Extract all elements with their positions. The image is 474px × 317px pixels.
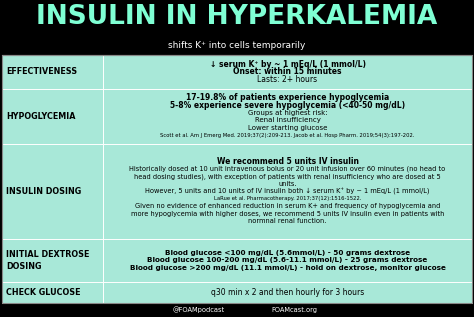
Text: more hypoglycemia with higher doses, we recommend 5 units IV insulin even in pat: more hypoglycemia with higher doses, we …	[131, 211, 444, 217]
Bar	[2, 145, 472, 239]
Text: Renal insufficiency: Renal insufficiency	[255, 117, 320, 123]
Text: Groups at highest risk:: Groups at highest risk:	[248, 110, 328, 116]
Text: Given no evidence of enhanced reduction in serum K+ and frequency of hypoglycemi: Given no evidence of enhanced reduction …	[135, 204, 440, 210]
Text: ↓ serum K⁺ by ~ 1 mEq/L (1 mmol/L): ↓ serum K⁺ by ~ 1 mEq/L (1 mmol/L)	[210, 60, 365, 69]
Text: INITIAL DEXTROSE
DOSING: INITIAL DEXTROSE DOSING	[6, 250, 90, 271]
Text: LaRue et al. Pharmacotherapy. 2017;37(12):1516-1522.: LaRue et al. Pharmacotherapy. 2017;37(12…	[214, 197, 361, 202]
Text: units.: units.	[278, 181, 297, 187]
Text: INSULIN DOSING: INSULIN DOSING	[6, 187, 81, 196]
Text: shifts K⁺ into cells temporarily: shifts K⁺ into cells temporarily	[168, 41, 306, 50]
Text: q30 min x 2 and then hourly for 3 hours: q30 min x 2 and then hourly for 3 hours	[211, 288, 364, 297]
Bar	[2, 239, 472, 282]
Text: Blood glucose >200 mg/dL (11.1 mmol/L) - hold on dextrose, monitor glucose: Blood glucose >200 mg/dL (11.1 mmol/L) -…	[129, 265, 446, 271]
Text: However, 5 units and 10 units of IV insulin both ↓ serum K⁺ by ~ 1 mEq/L (1 mmol: However, 5 units and 10 units of IV insu…	[145, 188, 430, 195]
Text: HYPOGLYCEMIA: HYPOGLYCEMIA	[6, 112, 75, 121]
Text: FOAMcast.org: FOAMcast.org	[271, 307, 317, 313]
Text: Blood glucose 100-200 mg/dL (5.6-11.1 mmol/L) - 25 grams dextrose: Blood glucose 100-200 mg/dL (5.6-11.1 mm…	[147, 257, 428, 263]
Bar	[2, 89, 472, 145]
Text: Scott et al. Am J Emerg Med. 2019;37(2):209-213. Jacob et al. Hosp Pharm. 2019;5: Scott et al. Am J Emerg Med. 2019;37(2):…	[160, 133, 415, 138]
Text: Onset: within 15 minutes: Onset: within 15 minutes	[233, 67, 342, 76]
Text: CHECK GLUCOSE: CHECK GLUCOSE	[6, 288, 81, 297]
Text: 5-8% experience severe hypoglycemia (<40-50 mg/dL): 5-8% experience severe hypoglycemia (<40…	[170, 101, 405, 110]
Bar	[2, 55, 472, 303]
Text: normnal renal function.: normnal renal function.	[248, 218, 327, 224]
Text: We recommend 5 units IV insulin: We recommend 5 units IV insulin	[217, 157, 358, 166]
Text: Blood glucose <100 mg/dL (5.6mmol/L) - 50 grams dextrose: Blood glucose <100 mg/dL (5.6mmol/L) - 5…	[165, 250, 410, 256]
Text: Historically dosed at 10 unit intravenous bolus or 20 unit infusion over 60 minu: Historically dosed at 10 unit intravenou…	[129, 166, 446, 172]
Text: head dosing studies), with exception of patients with renal insufficiency who ar: head dosing studies), with exception of …	[134, 173, 441, 180]
Text: Lower starting glucose: Lower starting glucose	[248, 125, 327, 131]
Text: 17-19.8% of patients experience hypoglycemia: 17-19.8% of patients experience hypoglyc…	[186, 93, 389, 102]
Bar	[2, 55, 472, 89]
Text: @FOAMpodcast: @FOAMpodcast	[173, 307, 225, 314]
Text: INSULIN IN HYPERKALEMIA: INSULIN IN HYPERKALEMIA	[36, 4, 438, 30]
Bar	[2, 282, 472, 303]
Text: EFFECTIVENESS: EFFECTIVENESS	[6, 67, 77, 76]
Text: Lasts: 2+ hours: Lasts: 2+ hours	[257, 75, 318, 84]
